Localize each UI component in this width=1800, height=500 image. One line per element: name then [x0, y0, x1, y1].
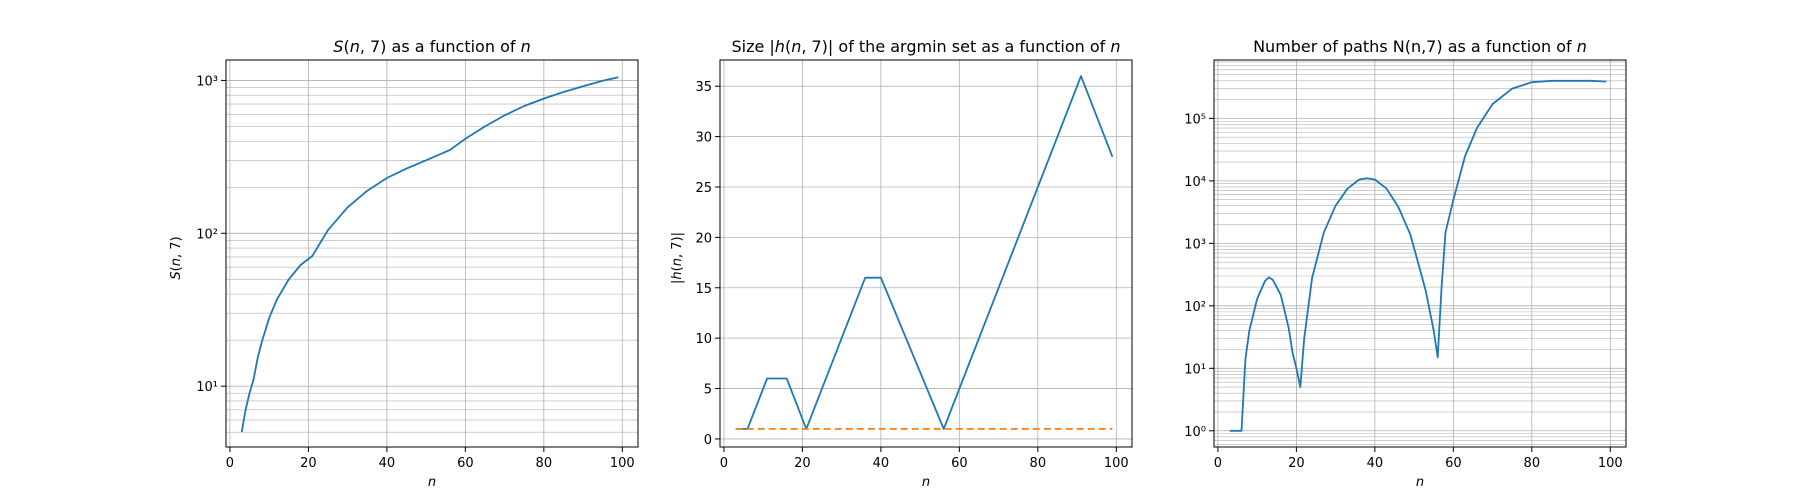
- x-tick-label: 20: [1288, 456, 1305, 471]
- chart-panel-h: Size |h(n, 7)| of the argmin set as a fu…: [670, 37, 1133, 490]
- x-tick-label: 60: [1445, 456, 1462, 471]
- series-line: [240, 76, 619, 433]
- y-tick-label: 15: [695, 282, 712, 297]
- x-axis-label: n: [922, 475, 930, 490]
- x-tick-label: 20: [794, 456, 811, 471]
- x-tick-label: 40: [379, 456, 396, 471]
- x-tick-label: 60: [951, 456, 968, 471]
- x-tick-label: 80: [1524, 456, 1541, 471]
- y-tick-label: 10: [695, 332, 712, 347]
- x-tick-label: 40: [1367, 456, 1384, 471]
- chart-panel-n: Number of paths N(n,7) as a function of …: [1184, 37, 1627, 490]
- series-line: [735, 75, 1114, 430]
- chart-panel-s: S(n, 7) as a function of n n S(n, 7) 0 20…: [169, 37, 639, 490]
- y-tick-label: 35: [695, 80, 712, 95]
- grid: [226, 60, 638, 448]
- x-tick-label: 40: [873, 456, 890, 471]
- x-tick-label: 80: [536, 456, 553, 471]
- x-tick-label: 0: [226, 456, 234, 471]
- x-tick-label: 80: [1030, 456, 1047, 471]
- x-tick-label: 20: [300, 456, 317, 471]
- x-axis-label: n: [1416, 475, 1424, 490]
- y-tick-label: 10²: [1184, 300, 1206, 315]
- chart-title: Size |h(n, 7)| of the argmin set as a fu…: [731, 37, 1120, 56]
- x-axis-label: n: [428, 475, 436, 490]
- grid: [720, 60, 1132, 447]
- chart-title: Number of paths N(n,7) as a function of …: [1253, 37, 1587, 56]
- y-tick-label: 10¹: [1184, 362, 1206, 377]
- x-tick-label: 0: [1214, 456, 1222, 471]
- plot-frame: [719, 59, 1133, 448]
- y-tick-label: 25: [695, 181, 712, 196]
- y-tick-label: 0: [704, 433, 712, 448]
- plot-frame: [225, 59, 639, 448]
- y-tick-label: 10³: [196, 74, 218, 89]
- x-tick-label: 100: [1598, 456, 1623, 471]
- y-tick-label: 10⁴: [1184, 175, 1206, 190]
- y-tick-label: 10⁰: [1184, 425, 1206, 440]
- plot-frame: [1213, 59, 1627, 448]
- x-tick-label: 60: [457, 456, 474, 471]
- y-tick-label: 5: [704, 383, 712, 398]
- y-axis-label: S(n, 7): [169, 236, 184, 279]
- chart-title: S(n, 7) as a function of n: [333, 37, 530, 56]
- series-line: [1229, 79, 1607, 432]
- y-tick-label: 30: [695, 131, 712, 146]
- x-tick-label: 100: [1104, 456, 1129, 471]
- y-tick-label: 20: [695, 231, 712, 246]
- x-tick-label: 0: [720, 456, 728, 471]
- grid: [1214, 60, 1626, 447]
- x-tick-label: 100: [610, 456, 635, 471]
- y-tick-label: 10¹: [196, 380, 218, 395]
- y-axis-label: |h(n, 7)|: [670, 232, 685, 284]
- y-tick-label: 10³: [1184, 237, 1206, 252]
- y-tick-label: 10⁵: [1184, 112, 1206, 127]
- y-tick-label: 10²: [196, 227, 218, 242]
